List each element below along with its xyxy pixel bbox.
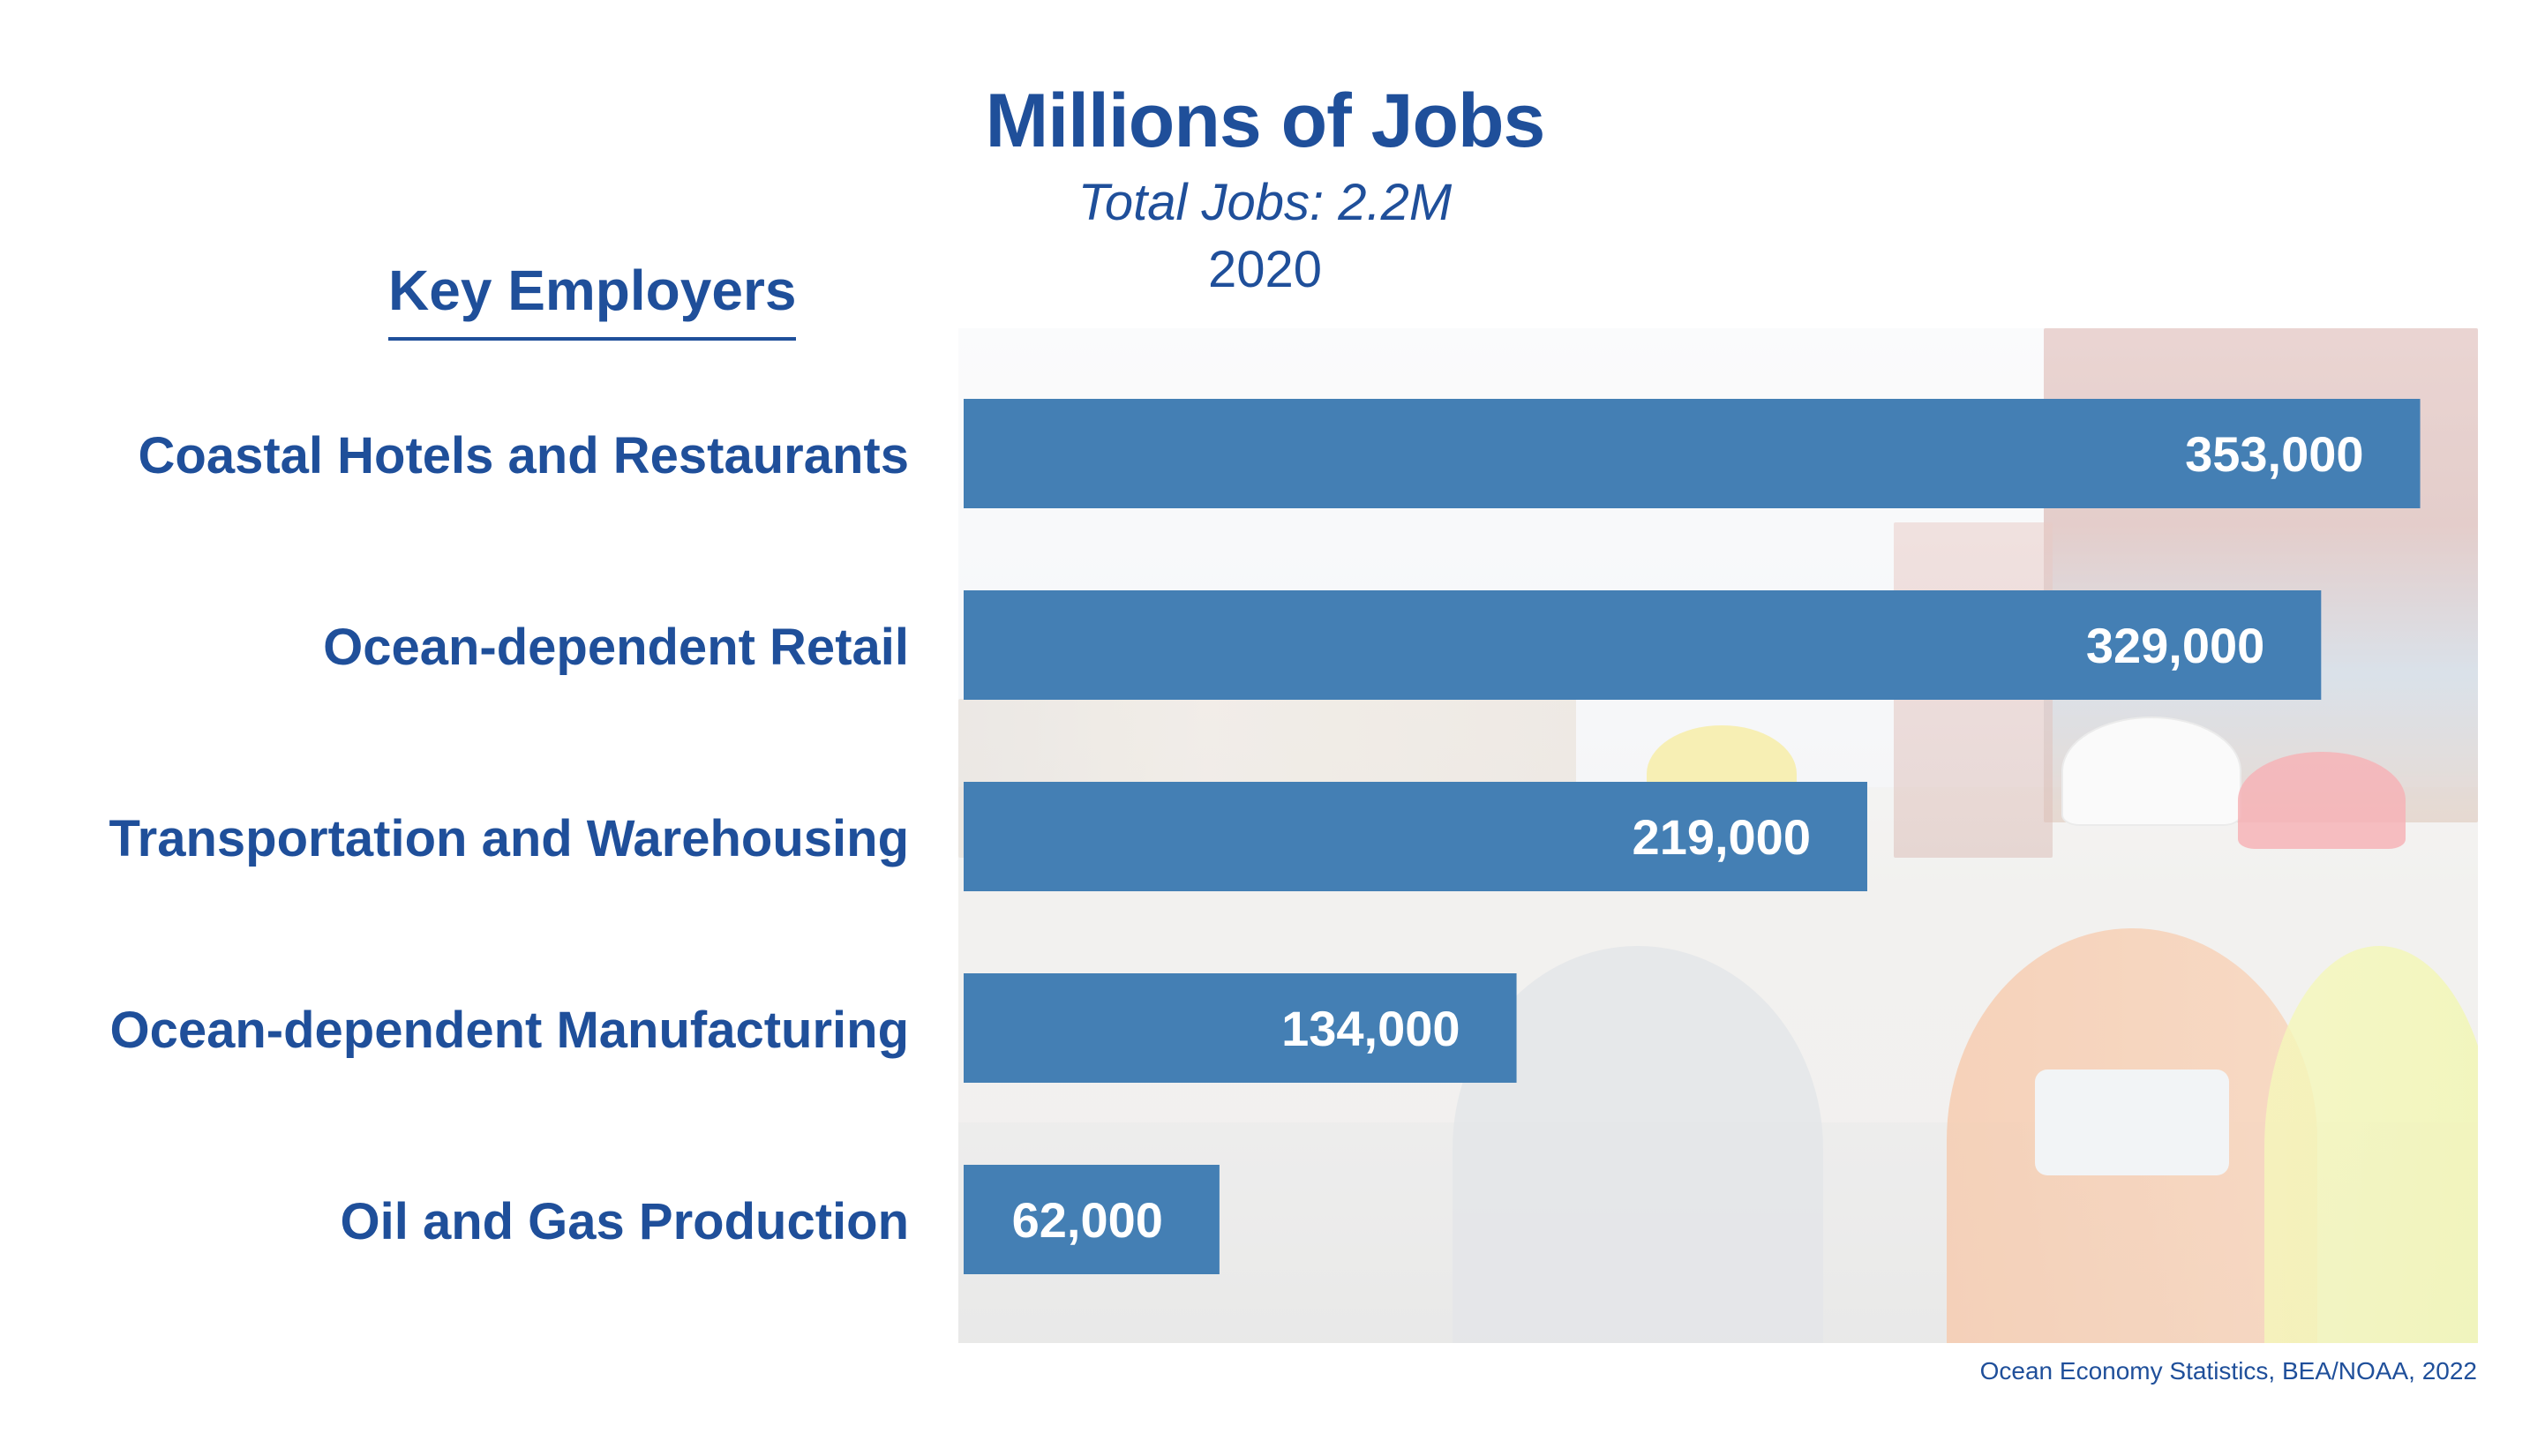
red-helmet	[2238, 752, 2406, 849]
source-note: Ocean Economy Statistics, BEA/NOAA, 2022	[1979, 1357, 2477, 1385]
bar-value-label: 62,000	[1012, 1192, 1163, 1248]
tablet	[2035, 1069, 2229, 1175]
chart-title: Millions of Jobs	[985, 79, 1546, 163]
bar-4	[964, 1165, 1220, 1274]
bar-value-label: 353,000	[2185, 426, 2363, 482]
category-label: Oil and Gas Production	[340, 1193, 909, 1250]
bar-3	[964, 973, 1517, 1083]
bar-value-label: 134,000	[1281, 1001, 1460, 1056]
bar-0	[964, 399, 2421, 508]
white-helmet	[2061, 717, 2241, 826]
chart-subtitle: Total Jobs: 2.2M	[1077, 174, 1453, 231]
category-label: Transportation and Warehousing	[109, 810, 909, 867]
chart-year: 2020	[1207, 241, 1323, 298]
bar-1	[964, 590, 2322, 700]
category-label: Ocean-dependent Retail	[323, 619, 909, 676]
category-label: Coastal Hotels and Restaurants	[139, 427, 909, 484]
section-heading: Key Employers	[388, 258, 797, 341]
bar-value-label: 219,000	[1633, 809, 1811, 865]
category-label: Ocean-dependent Manufacturing	[109, 1002, 909, 1059]
worker-figure	[2264, 946, 2478, 1343]
bar-2	[964, 782, 1867, 891]
bar-value-label: 329,000	[2086, 618, 2264, 673]
